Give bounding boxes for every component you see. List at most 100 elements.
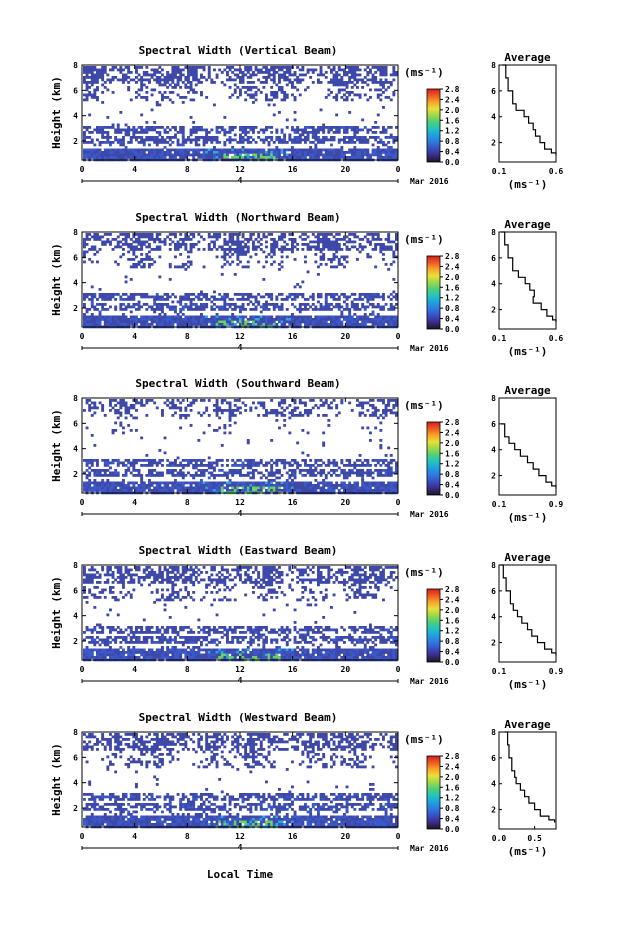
heatmap-cell xyxy=(122,308,125,311)
heatmap-cell xyxy=(135,474,138,477)
heatmap-cell xyxy=(90,68,94,72)
heatmap-cell xyxy=(236,293,240,296)
heatmap-cell xyxy=(265,153,268,157)
heatmap-cell xyxy=(283,489,287,492)
heatmap-cell xyxy=(226,253,229,256)
heatmap-cell xyxy=(205,469,209,472)
heatmap-cell xyxy=(93,66,97,69)
heatmap-cell xyxy=(288,486,292,490)
heatmap-cell xyxy=(218,308,222,311)
heatmap-cell xyxy=(228,303,232,306)
heatmap-cell xyxy=(241,464,245,467)
heatmap-cell xyxy=(252,73,255,77)
heatmap-cell xyxy=(304,461,307,465)
heatmap-cell xyxy=(387,233,391,236)
heatmap-cell xyxy=(194,128,198,132)
heatmap-cell xyxy=(148,233,151,236)
heatmap-cell xyxy=(244,323,248,326)
heatmap-cell xyxy=(179,153,183,157)
heatmap-cell xyxy=(322,141,326,144)
heatmap-cell xyxy=(181,308,185,311)
heatmap-cell xyxy=(239,305,242,309)
heatmap-cell xyxy=(311,136,315,139)
heatmap-cell xyxy=(116,263,120,266)
heatmap-cell xyxy=(382,243,385,246)
heatmap-cell xyxy=(111,323,115,326)
heatmap-cell xyxy=(319,255,323,259)
heatmap-cell xyxy=(218,153,222,157)
heatmap-cell xyxy=(335,318,339,321)
heatmap-cell xyxy=(85,141,89,144)
heatmap-cell xyxy=(135,238,138,241)
heatmap-cell xyxy=(259,248,263,251)
heatmap-cell xyxy=(363,315,367,319)
heatmap-cell xyxy=(174,136,177,139)
heatmap-cell xyxy=(389,146,393,149)
heatmap-cell xyxy=(135,399,138,402)
heatmap-cell xyxy=(239,484,242,487)
heatmap-cell xyxy=(189,141,193,144)
heatmap-cell xyxy=(389,136,393,139)
heatmap-cell xyxy=(358,459,362,462)
heatmap-cell xyxy=(285,295,289,299)
heatmap-cell xyxy=(140,148,144,152)
heatmap-cell xyxy=(161,315,164,319)
heatmap-cell xyxy=(272,93,276,97)
heatmap-cell xyxy=(127,126,131,129)
heatmap-cell xyxy=(231,146,235,149)
heatmap-cell xyxy=(231,253,235,256)
heatmap-cell xyxy=(174,126,177,129)
heatmap-cell xyxy=(168,469,172,472)
heatmap-cell xyxy=(317,471,320,475)
heatmap-cell xyxy=(283,481,287,485)
heatmap-cell xyxy=(228,151,232,154)
heatmap-cell xyxy=(317,235,320,239)
heatmap-cell xyxy=(317,156,320,159)
heatmap-cell xyxy=(168,83,172,87)
heatmap-cell xyxy=(218,318,222,321)
heatmap-cell xyxy=(246,464,250,467)
heatmap-cell xyxy=(272,253,276,256)
heatmap-cell xyxy=(335,293,339,296)
heatmap-cell xyxy=(142,295,146,299)
heatmap-cell xyxy=(343,68,346,72)
heatmap-cell xyxy=(124,76,128,79)
heatmap-cell xyxy=(288,431,292,435)
heatmap-cell xyxy=(369,484,372,487)
heatmap-cell xyxy=(272,320,276,324)
heatmap-cell xyxy=(124,471,128,475)
heatmap-cell xyxy=(335,469,339,472)
heatmap-cell xyxy=(272,486,276,490)
heatmap-cell xyxy=(179,414,183,417)
heatmap-cell xyxy=(106,484,110,487)
heatmap-cell xyxy=(189,148,193,152)
heatmap-cell xyxy=(192,481,196,485)
heatmap-cell xyxy=(101,406,105,410)
heatmap-cell xyxy=(174,153,177,157)
heatmap-cell xyxy=(205,133,209,137)
avg-title: Average xyxy=(504,51,551,64)
heatmap-cell xyxy=(163,451,167,455)
heatmap-cell xyxy=(194,318,198,321)
heatmap-cell xyxy=(145,474,149,477)
heatmap-cell xyxy=(103,459,107,462)
heatmap-cell xyxy=(353,240,357,244)
heatmap-cell xyxy=(129,138,133,142)
heatmap-cell xyxy=(194,484,198,487)
heatmap-cell xyxy=(335,298,339,301)
heatmap-cell xyxy=(200,153,203,157)
heatmap-cell xyxy=(150,308,154,311)
heatmap-cell xyxy=(215,320,219,324)
heatmap-cell xyxy=(319,320,323,324)
heatmap-cell xyxy=(155,235,159,239)
heatmap-cell xyxy=(122,233,125,236)
heatmap-cell xyxy=(132,318,136,321)
heatmap-cell xyxy=(392,73,396,77)
heatmap-cell xyxy=(129,461,133,465)
heatmap-cell xyxy=(148,156,151,159)
heatmap-cell xyxy=(161,303,164,306)
heatmap-cell xyxy=(369,153,372,157)
heatmap-cell xyxy=(135,71,138,74)
heatmap-cell xyxy=(85,461,89,465)
heatmap-cell xyxy=(127,486,131,490)
